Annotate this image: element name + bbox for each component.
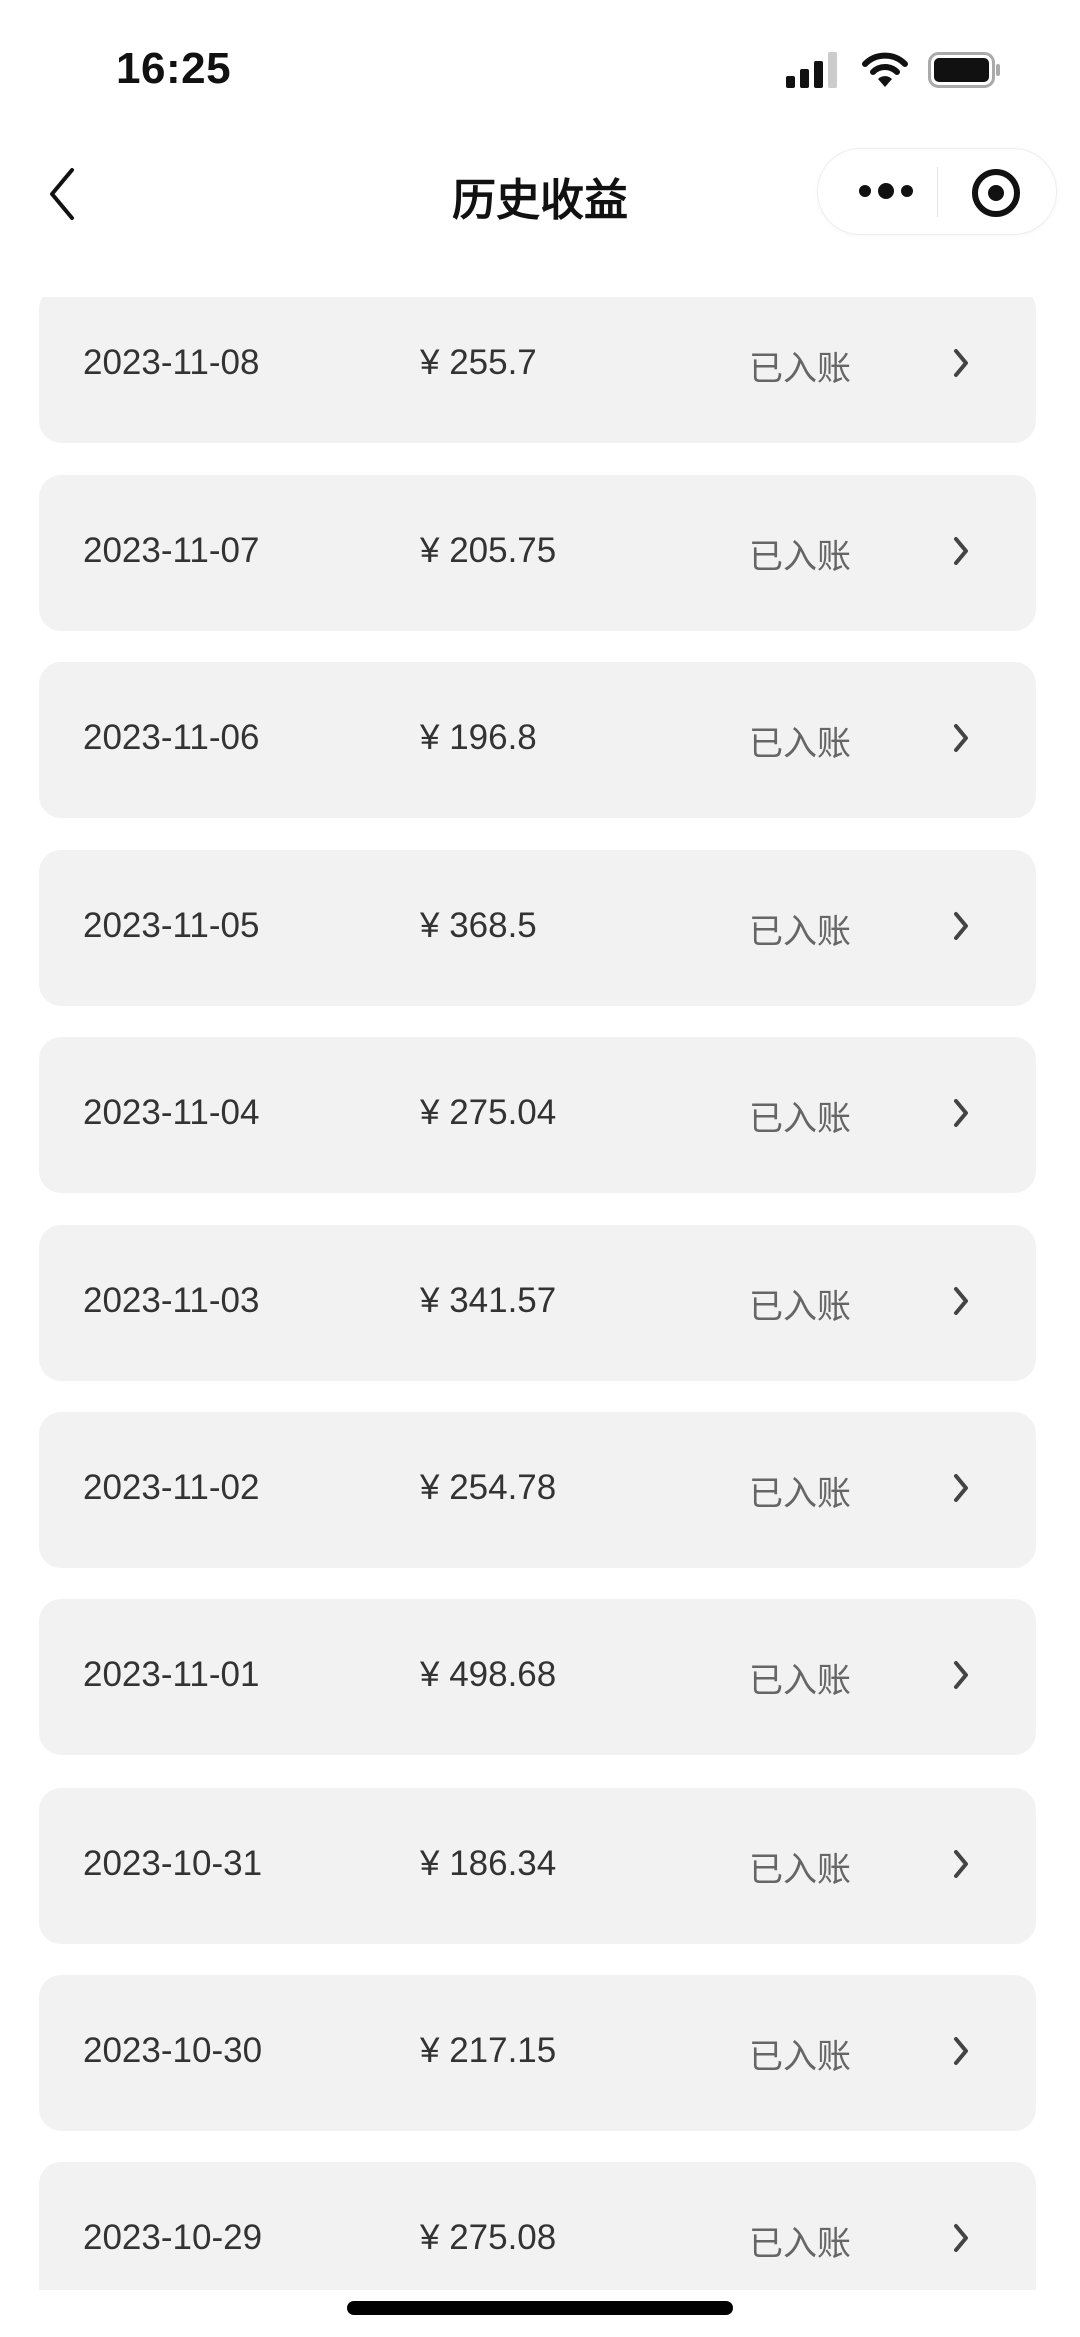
chevron-right-icon (954, 349, 968, 377)
chevron-right-icon (954, 1661, 968, 1689)
record-amount: ¥ 255.7 (420, 343, 537, 382)
record-date: 2023-10-31 (83, 1844, 263, 1883)
chevron-right-icon (954, 2224, 968, 2252)
record-date: 2023-11-01 (83, 1655, 260, 1694)
chevron-right-icon (954, 1287, 968, 1315)
record-date: 2023-11-05 (83, 906, 260, 945)
record-status: 已入账 (749, 2225, 851, 2263)
chevron-right-icon (954, 1850, 968, 1878)
chevron-right-icon (954, 1474, 968, 1502)
chevron-left-icon[interactable] (44, 166, 80, 222)
earning-record-row[interactable]: 2023-11-07 ¥ 205.75 已入账 (39, 475, 1036, 631)
chevron-right-icon (954, 537, 968, 565)
earning-record-row[interactable]: 2023-11-08 ¥ 255.7 已入账 (39, 287, 1036, 443)
earning-record-row[interactable]: 2023-10-31 ¥ 186.34 已入账 (39, 1788, 1036, 1944)
earning-record-row[interactable]: 2023-11-06 ¥ 196.8 已入账 (39, 662, 1036, 818)
record-date: 2023-11-03 (83, 1281, 260, 1320)
earning-record-row[interactable]: 2023-11-02 ¥ 254.78 已入账 (39, 1412, 1036, 1568)
record-status: 已入账 (749, 725, 851, 763)
record-amount: ¥ 275.08 (420, 2218, 557, 2257)
record-date: 2023-11-02 (83, 1468, 260, 1507)
status-time: 16:25 (116, 44, 232, 93)
record-date: 2023-10-29 (83, 2218, 263, 2257)
chevron-right-icon (954, 724, 968, 752)
chevron-right-icon (954, 912, 968, 940)
earning-record-row[interactable]: 2023-11-05 ¥ 368.5 已入账 (39, 850, 1036, 1006)
record-amount: ¥ 205.75 (420, 531, 557, 570)
record-status: 已入账 (749, 1475, 851, 1513)
record-status: 已入账 (749, 1662, 851, 1700)
record-date: 2023-11-06 (83, 718, 260, 757)
record-amount: ¥ 196.8 (420, 718, 537, 757)
record-amount: ¥ 498.68 (420, 1655, 557, 1694)
record-amount: ¥ 186.34 (420, 1844, 557, 1883)
earning-record-row[interactable]: 2023-11-03 ¥ 341.57 已入账 (39, 1225, 1036, 1381)
earning-record-row[interactable]: 2023-11-04 ¥ 275.04 已入账 (39, 1037, 1036, 1193)
record-status: 已入账 (749, 350, 851, 388)
battery-icon (928, 52, 1000, 88)
nav-bar: 历史收益 (0, 130, 1080, 297)
record-status: 已入账 (749, 538, 851, 576)
chevron-right-icon (954, 2037, 968, 2065)
status-bar: 16:25 (0, 0, 1080, 130)
record-date: 2023-10-30 (83, 2031, 263, 2070)
record-amount: ¥ 341.57 (420, 1281, 557, 1320)
home-indicator (347, 2301, 733, 2315)
record-status: 已入账 (749, 2038, 851, 2076)
record-amount: ¥ 254.78 (420, 1468, 557, 1507)
record-amount: ¥ 368.5 (420, 906, 537, 945)
record-amount: ¥ 217.15 (420, 2031, 557, 2070)
capsule-divider (937, 167, 938, 217)
record-status: 已入账 (749, 1851, 851, 1889)
record-date: 2023-11-08 (83, 343, 260, 382)
record-amount: ¥ 275.04 (420, 1093, 557, 1132)
target-circle-icon[interactable] (970, 167, 1022, 219)
earning-record-row[interactable]: 2023-10-30 ¥ 217.15 已入账 (39, 1975, 1036, 2131)
record-status: 已入账 (749, 1100, 851, 1138)
record-date: 2023-11-07 (83, 531, 260, 570)
page-title: 历史收益 (452, 176, 628, 225)
more-dots-icon[interactable] (856, 173, 916, 209)
earnings-list: 2023-11-08 ¥ 255.7 已入账 2023-11-07 ¥ 205.75 已入… (39, 287, 1036, 2290)
record-status: 已入账 (749, 1288, 851, 1326)
record-date: 2023-11-04 (83, 1093, 260, 1132)
chevron-right-icon (954, 1099, 968, 1127)
record-status: 已入账 (749, 913, 851, 951)
cellular-signal-icon (786, 52, 837, 88)
wifi-icon (862, 52, 908, 87)
earning-record-row[interactable]: 2023-11-01 ¥ 498.68 已入账 (39, 1599, 1036, 1755)
earning-record-row[interactable]: 2023-10-29 ¥ 275.08 已入账 (39, 2162, 1036, 2290)
mini-program-capsule (817, 148, 1057, 235)
